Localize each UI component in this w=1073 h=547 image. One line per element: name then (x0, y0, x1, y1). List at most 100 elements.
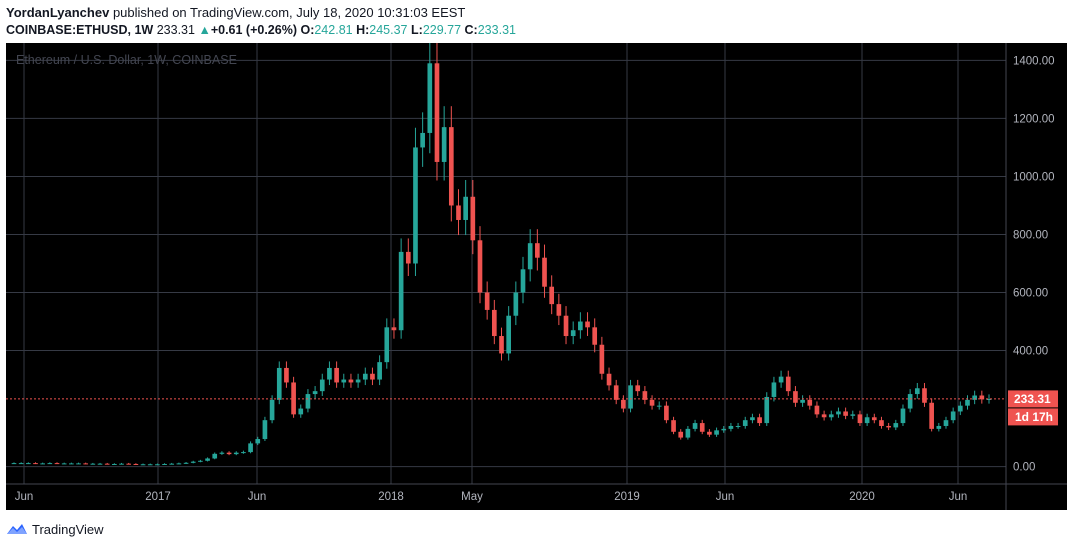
candle (413, 127, 418, 276)
candle-body (685, 428, 691, 438)
candle-body (370, 373, 375, 380)
candle (241, 450, 246, 454)
candle-body (843, 411, 848, 416)
y-tick-label: 1400.00 (1013, 55, 1055, 67)
candle-body (262, 420, 268, 440)
candle-body (707, 431, 712, 435)
candle-body (735, 425, 741, 427)
candle (742, 416, 748, 429)
candle-body (556, 304, 562, 316)
candle (857, 410, 863, 426)
candle-body (427, 63, 433, 133)
candle (535, 229, 540, 271)
open-label: O: (300, 23, 315, 37)
candle-body (764, 396, 770, 424)
candle-body (183, 462, 189, 464)
candle (879, 416, 884, 429)
author-name[interactable]: YordanLyanchev (6, 5, 110, 20)
candle-body (76, 463, 81, 465)
candle (391, 318, 397, 339)
chart-area[interactable]: Ethereum / U.S. Dollar, 1W, COINBASE 140… (6, 43, 1067, 510)
candle (284, 361, 289, 388)
candle-body (169, 463, 175, 465)
candle (90, 462, 96, 465)
candle-body (535, 243, 540, 258)
candle-body (871, 417, 877, 421)
price-chart[interactable]: Ethereum / U.S. Dollar, 1W, COINBASE 140… (6, 43, 1067, 510)
candle (226, 451, 232, 456)
candle (312, 386, 318, 399)
candle-body (886, 425, 891, 428)
candle-body (757, 417, 762, 424)
candle-body (97, 463, 103, 465)
candle (456, 189, 461, 236)
candle (183, 462, 189, 464)
candle (513, 281, 519, 326)
chart-header: YordanLyanchev published on TradingView.… (6, 4, 1066, 39)
candle-body (319, 379, 325, 392)
candle (26, 462, 31, 465)
change-arrow: ▲ (198, 23, 211, 37)
candle (721, 426, 727, 433)
candle-body (11, 463, 17, 465)
tradingview-logo-icon[interactable] (6, 522, 28, 536)
candle-body (606, 373, 612, 386)
candle (176, 462, 182, 465)
candle-body (190, 461, 196, 463)
x-tick-label: Jun (949, 491, 968, 503)
candle (355, 373, 361, 388)
candle-body (140, 464, 146, 466)
tradingview-brand[interactable]: TradingView (32, 521, 104, 537)
candle-body (728, 425, 734, 429)
candle-body (384, 327, 390, 363)
countdown-tag-bg (1008, 408, 1058, 426)
candle-body (599, 344, 605, 374)
y-tick-label: 0.00 (1013, 462, 1035, 474)
candle-body (628, 385, 633, 409)
high-value: 245.37 (369, 23, 408, 37)
candle (585, 312, 590, 336)
candle-body (40, 463, 46, 465)
change-value: +0.61 (+0.26%) (210, 23, 297, 37)
candle (276, 361, 282, 405)
candle-body (642, 391, 648, 400)
candle (649, 395, 655, 410)
candle-body (456, 205, 461, 220)
footer: TradingView (6, 518, 104, 540)
candle-body (205, 458, 210, 461)
high-label: H: (356, 23, 370, 37)
candle-body (398, 251, 404, 331)
candle (750, 413, 755, 424)
candle (76, 462, 81, 465)
candle (965, 395, 970, 410)
price-axis[interactable]: 1400.00 1200.00 1000.00 800.00 600.00 400.00 0… (1013, 55, 1055, 473)
candle-body (692, 423, 698, 429)
candle-body (405, 251, 411, 264)
last-price: 233.31 (156, 23, 195, 37)
candle-body (671, 420, 676, 432)
candle-body (814, 405, 820, 415)
candle (198, 459, 203, 463)
candle-body (83, 463, 89, 465)
candle (147, 463, 153, 466)
candle-body (147, 464, 153, 466)
candle (348, 373, 354, 388)
candle-body (477, 240, 483, 293)
candle (613, 379, 619, 405)
candle-body (219, 452, 225, 454)
time-axis[interactable]: Jun 2017 Jun 2018 May 2019 Jun 2020 Jun (15, 491, 968, 503)
candle-body (936, 425, 942, 429)
candle (262, 416, 268, 441)
candle-body (269, 399, 275, 421)
y-tick-label: 800.00 (1013, 229, 1048, 241)
candle (126, 462, 132, 465)
candle-body (570, 330, 576, 337)
y-tick-label: 1200.00 (1013, 113, 1055, 125)
candle (692, 419, 698, 432)
candle-body (513, 292, 519, 316)
candle-body (198, 460, 203, 462)
candle (635, 379, 641, 396)
candle (728, 422, 734, 432)
candle (255, 436, 261, 446)
candle (757, 413, 762, 426)
